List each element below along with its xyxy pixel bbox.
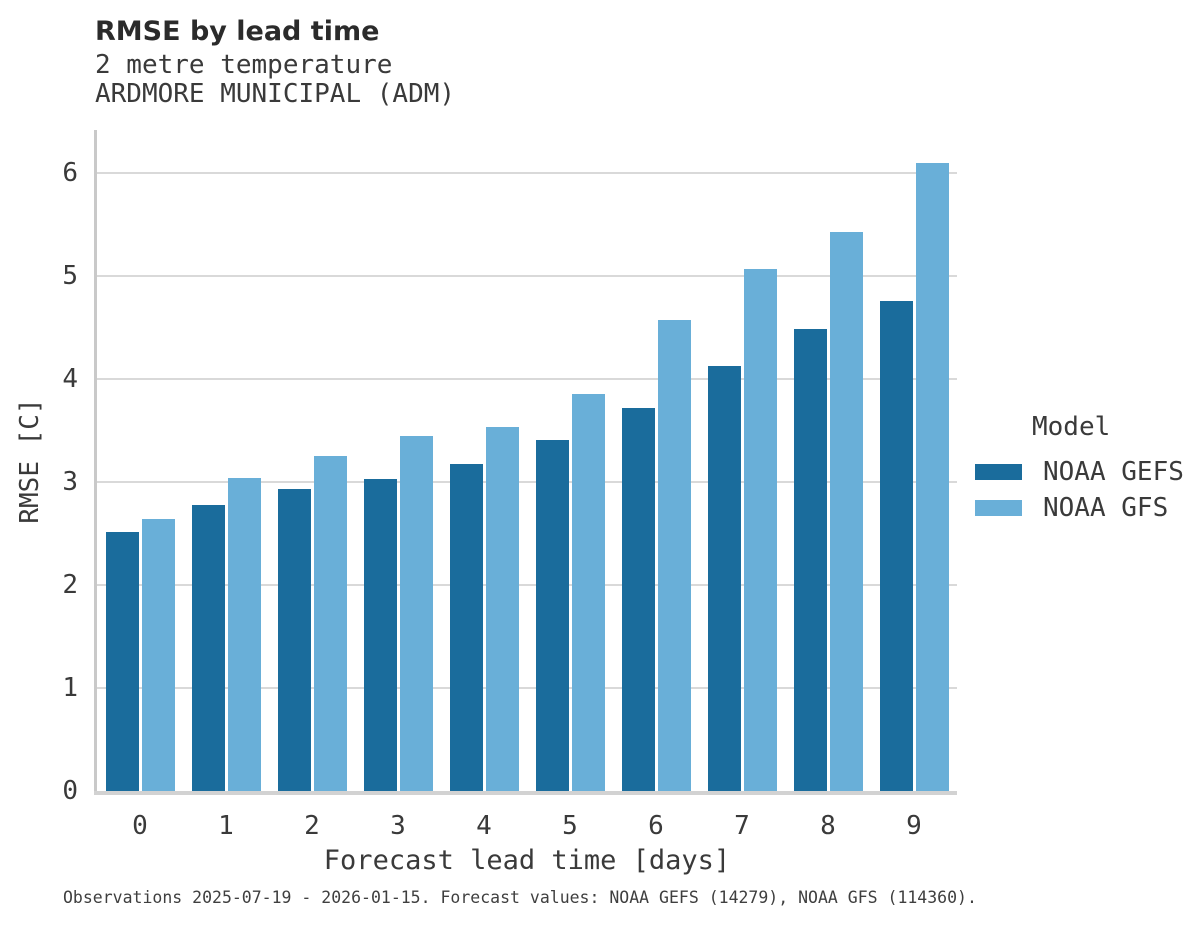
y-tick-label-1: 1 [62, 673, 78, 704]
bar-noaa-gfs-lead-6 [657, 320, 691, 791]
legend-swatch-noaa-gfs [975, 500, 1022, 516]
legend: Model NOAA GEFS NOAA GFS [975, 412, 1184, 526]
x-tick-label-7: 7 [734, 811, 750, 841]
y-axis-spine [94, 130, 97, 795]
gridline-y-5 [97, 275, 957, 278]
bar-noaa-gfs-lead-5 [571, 393, 605, 791]
bar-noaa-gefs-lead-5 [535, 439, 569, 791]
x-tick-label-3: 3 [390, 811, 406, 841]
caption-text: Observations 2025-07-19 - 2026-01-15. Fo… [63, 888, 977, 907]
gridline-y-4 [97, 378, 957, 381]
x-tick-label-4: 4 [476, 811, 492, 841]
x-tick-label-0: 0 [132, 811, 148, 841]
gridline-y-1 [97, 687, 957, 690]
chart-title: RMSE by lead time [95, 16, 380, 47]
bar-noaa-gefs-lead-0 [105, 531, 139, 791]
legend-row-noaa-gfs: NOAA GFS [975, 490, 1184, 526]
bar-noaa-gfs-lead-3 [399, 435, 433, 791]
gridline-y-3 [97, 481, 957, 484]
x-tick-label-9: 9 [906, 811, 922, 841]
subtitle-station: ARDMORE MUNICIPAL (ADM) [95, 79, 456, 109]
subtitle-variable: 2 metre temperature [95, 50, 393, 80]
y-tick-label-5: 5 [62, 261, 78, 292]
x-tick-label-8: 8 [820, 811, 836, 841]
x-tick-label-5: 5 [562, 811, 578, 841]
gridline-y-6 [97, 172, 957, 175]
y-tick-label-2: 2 [62, 570, 78, 601]
y-tick-label-6: 6 [62, 158, 78, 189]
legend-title: Model [1032, 412, 1111, 442]
legend-row-noaa-gefs: NOAA GEFS [975, 454, 1184, 490]
bar-noaa-gefs-lead-2 [277, 489, 311, 791]
x-tick-label-1: 1 [218, 811, 234, 841]
y-tick-label-3: 3 [62, 467, 78, 498]
bar-noaa-gefs-lead-9 [879, 300, 913, 791]
x-tick-label-2: 2 [304, 811, 320, 841]
y-tick-label-0: 0 [62, 776, 78, 806]
bar-noaa-gfs-lead-7 [743, 268, 777, 791]
legend-swatch-noaa-gefs [975, 464, 1022, 480]
x-axis-label: Forecast lead time [days] [323, 845, 731, 876]
bar-noaa-gfs-lead-2 [313, 456, 347, 791]
gridline-y-2 [97, 584, 957, 587]
y-tick-label-4: 4 [62, 364, 78, 395]
x-tick-label-6: 6 [648, 811, 664, 841]
legend-label-noaa-gefs: NOAA GEFS [1043, 457, 1184, 487]
chart-subtitle: 2 metre temperature ARDMORE MUNICIPAL (A… [95, 51, 455, 109]
bar-noaa-gfs-lead-8 [829, 231, 863, 791]
bar-noaa-gefs-lead-8 [793, 328, 827, 791]
bar-noaa-gfs-lead-1 [227, 478, 261, 791]
bar-noaa-gefs-lead-1 [191, 504, 225, 791]
legend-label-noaa-gfs: NOAA GFS [1043, 493, 1169, 523]
bar-noaa-gfs-lead-0 [141, 519, 175, 791]
bar-noaa-gefs-lead-7 [707, 365, 741, 791]
bar-noaa-gefs-lead-3 [363, 479, 397, 791]
bar-noaa-gfs-lead-4 [485, 426, 519, 791]
bar-noaa-gefs-lead-4 [449, 463, 483, 791]
bar-noaa-gfs-lead-9 [915, 162, 949, 791]
bar-noaa-gefs-lead-6 [621, 407, 655, 791]
x-axis-spine [94, 791, 957, 795]
